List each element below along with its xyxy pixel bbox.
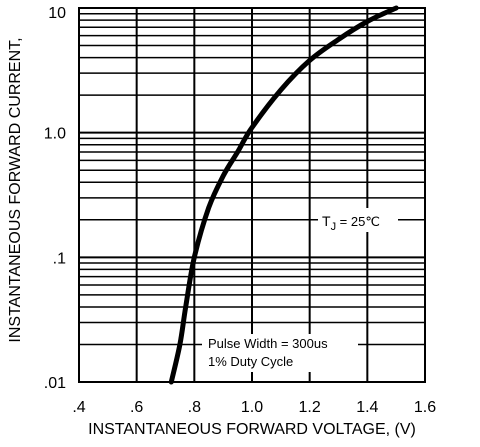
y-tick-label: .1 [53, 250, 66, 267]
x-tick-labels: .4 .6 .8 1.0 1.2 1.4 1.6 [72, 399, 436, 416]
forward-current-curve [168, 5, 399, 385]
x-axis-title: INSTANTANEOUS FORWARD VOLTAGE, (V) [88, 421, 416, 438]
pulse-label-background [202, 334, 358, 372]
temp-label-subscript: J [331, 221, 337, 233]
temp-label: TJ = 25℃ [322, 213, 380, 233]
x-tick-label: 1.0 [241, 399, 263, 416]
duty-cycle-label: 1% Duty Cycle [208, 354, 293, 369]
grid-lines [78, 8, 426, 383]
x-tick-label: .4 [72, 399, 85, 416]
y-tick-label: 1.0 [44, 126, 66, 143]
x-tick-label: 1.6 [414, 399, 436, 416]
y-axis-title: INSTANTANEOUS FORWARD CURRENT, [7, 37, 24, 342]
y-tick-label: 10 [48, 5, 66, 22]
x-tick-label: 1.2 [299, 399, 321, 416]
temp-label-background [318, 208, 398, 232]
y-tick-label: .01 [44, 375, 66, 392]
plot-frame [78, 7, 426, 383]
temp-label-value: = 25℃ [336, 214, 380, 229]
temp-label-t: T [322, 213, 331, 229]
pulse-width-label: Pulse Width = 300us [208, 336, 328, 351]
x-tick-label: .6 [130, 399, 143, 416]
x-tick-label: 1.4 [356, 399, 378, 416]
y-tick-labels: .01 .1 1.0 10 [44, 5, 66, 392]
x-tick-label: .8 [188, 399, 201, 416]
